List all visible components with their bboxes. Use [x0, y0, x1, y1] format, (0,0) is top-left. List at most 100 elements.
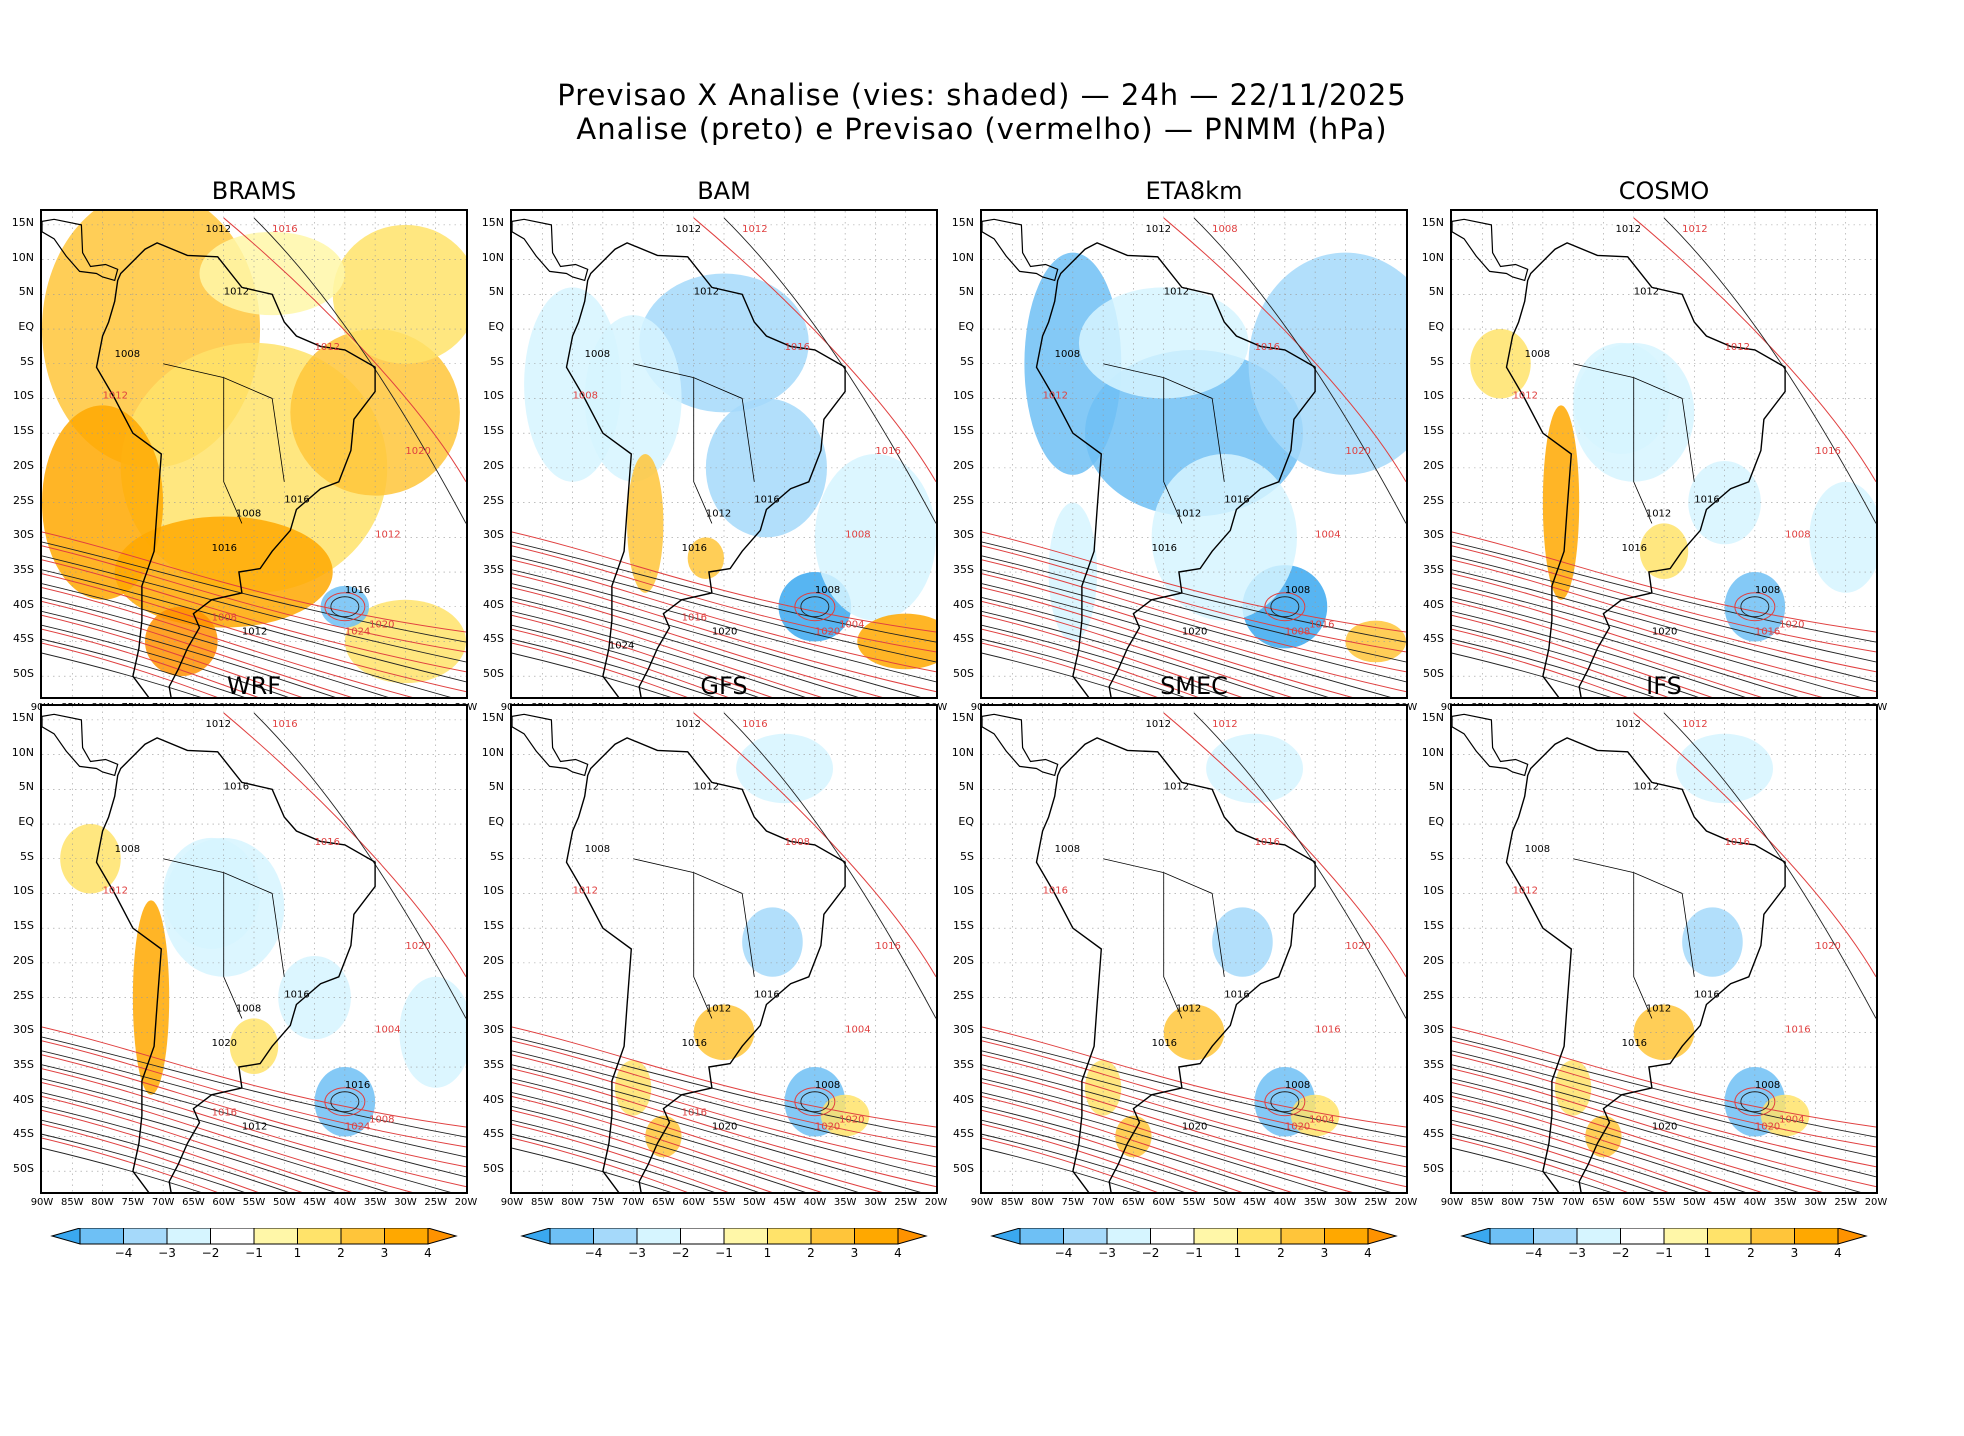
colorbar-label: −1: [1655, 1246, 1673, 1260]
isobar-label-forecast: 1016: [1315, 1024, 1340, 1035]
lat-tick-label: 40S: [483, 597, 504, 611]
map-frame: 1012 1008 1012 1016 1016 1020 1012 1008 1016 1012…: [510, 704, 938, 1194]
colorbar-label: 4: [1364, 1246, 1372, 1260]
map-frame: 1012 1008 1016 1016 1020 1012 1008 1016 1016 1012…: [40, 704, 468, 1194]
isobar-label-forecast: 1012: [315, 342, 340, 353]
isobar-label-analysis: 1016: [1224, 495, 1249, 506]
colorbar-label: −1: [245, 1246, 263, 1260]
lat-tick-label: EQ: [18, 320, 34, 334]
lat-tick-label: 10S: [1423, 389, 1444, 403]
lat-tick-label: 35S: [1423, 563, 1444, 577]
isobar-label-analysis: 1016: [1622, 543, 1647, 554]
lat-tick-label: 40S: [953, 597, 974, 611]
lat-tick-label: 45S: [1423, 632, 1444, 646]
isobar-label-forecast: 1016: [315, 837, 340, 848]
isobar-label-forecast: 1016: [272, 719, 297, 730]
coastline: [982, 713, 1316, 1192]
lat-tick-label: 30S: [483, 528, 504, 542]
bias-blob: [687, 537, 724, 579]
lon-tick-label: 20W: [454, 1197, 478, 1208]
isobar-label-forecast: 1016: [1309, 620, 1334, 631]
panel-title: ETA8km: [1145, 177, 1243, 205]
isobar-label-analysis: 1008: [115, 844, 140, 855]
isobar-label-analysis: 1016: [284, 990, 309, 1001]
isobar-labels: 1012 1008 1012 1016 1016 1020 1012 1008 1024 1012…: [573, 224, 901, 652]
colorbar-swatch: [1106, 1228, 1151, 1245]
panel-ifs: IFS 1012 1008 1012 1016 1016 1020 1012 1008 1012 1…: [1410, 672, 1888, 1280]
colorbar-label: −3: [1098, 1246, 1116, 1260]
isobar-label-forecast: 1020: [815, 627, 840, 638]
isobar-label-forecast: 1008: [573, 390, 598, 401]
lat-tick-label: 25S: [13, 493, 34, 507]
panel-title: IFS: [1646, 672, 1682, 700]
colorbar-swatch: [79, 1228, 124, 1245]
colorbar-swatch: [854, 1228, 899, 1245]
colorbar-swatch: [767, 1228, 812, 1245]
colorbar-swatch: [1150, 1228, 1195, 1245]
bias-blob: [524, 287, 622, 482]
colorbar-swatch: [1707, 1228, 1752, 1245]
bias-blob: [1248, 252, 1406, 475]
lat-tick-label: 10N: [11, 745, 34, 759]
map-frame: 1012 1008 1012 1016 1016 1020 1012 1008 1008 1012…: [980, 209, 1408, 699]
colorbar-swatch: [1324, 1228, 1369, 1245]
colorbar-label: −1: [1185, 1246, 1203, 1260]
isobar-label-forecast: 1016: [1815, 446, 1840, 457]
lat-tick-label: 15N: [951, 215, 974, 229]
isobar-label-forecast: 1012: [1682, 224, 1707, 235]
lat-tick-label: 5S: [1430, 354, 1444, 368]
isobar-label-analysis: 1016: [1224, 990, 1249, 1001]
lon-tick-label: 55W: [242, 1197, 266, 1208]
lat-tick-label: 20S: [953, 953, 974, 967]
isobar-label-forecast: 1024: [345, 627, 370, 638]
lon-tick-label: 80W: [1031, 1197, 1054, 1208]
lat-tick-label: 10N: [951, 250, 974, 264]
lon-tick-label: 60W: [1622, 1197, 1646, 1208]
bias-blob: [1554, 1060, 1592, 1116]
isobar-label-forecast: 1012: [573, 885, 598, 896]
bias-blob: [693, 1004, 755, 1061]
lat-tick-label: 15N: [11, 215, 34, 229]
colorbar: −4 −3 −2 −1 1 2 3 4: [40, 1228, 468, 1268]
lon-tick-label: 85W: [1000, 1197, 1024, 1208]
bias-blob: [1290, 1094, 1340, 1137]
panel-title: SMEC: [1160, 672, 1228, 700]
bias-blob: [1163, 1004, 1225, 1061]
bias-blob: [229, 1018, 279, 1074]
panel-brams: BRAMS 1012 1008 1012 1016 1016 1012 1008 1016 101…: [0, 177, 478, 785]
bias-shading: [42, 211, 466, 684]
colorbar-label: −2: [1141, 1246, 1160, 1260]
lon-tick-label: 25W: [894, 1197, 918, 1208]
lat-tick-label: 35S: [1423, 1058, 1444, 1072]
lat-tick-label: 15N: [481, 215, 504, 229]
grid-lines: [1452, 211, 1876, 697]
lon-tick-label: 65W: [1122, 1197, 1145, 1208]
lat-tick-label: 5N: [488, 285, 504, 299]
isobars: [982, 712, 1406, 1192]
colorbar-label: −2: [201, 1246, 220, 1260]
lat-tick-label: 10S: [483, 884, 504, 898]
lon-tick-label: 65W: [652, 1197, 675, 1208]
bias-blob: [290, 329, 460, 496]
isobar-label-forecast: 1008: [1212, 224, 1237, 235]
isobar-label-forecast: 1012: [1043, 390, 1068, 401]
lon-tick-label: 60W: [1152, 1197, 1176, 1208]
lon-tick-label: 20W: [924, 1197, 948, 1208]
panel-eta8km: ETA8km 1012 1008 1012 1016 1016 1020 1012 1008 10…: [940, 177, 1418, 785]
lon-tick-label: 70W: [1561, 1197, 1585, 1208]
colorbar-swatch: [297, 1228, 342, 1245]
lat-tick-label: EQ: [958, 320, 974, 334]
isobar-label-analysis: 1024: [609, 640, 634, 651]
colorbar-label: 1: [1703, 1246, 1712, 1260]
lat-tick-label: 5N: [958, 780, 974, 794]
isobar-label-forecast: 1008: [785, 837, 810, 848]
colorbar-swatch: [723, 1228, 768, 1245]
lat-tick-label: 15S: [1423, 919, 1444, 933]
colorbar-swatch: [123, 1228, 168, 1245]
isobar-label-analysis: 1020: [1182, 627, 1207, 638]
lat-tick-label: 15S: [1423, 424, 1444, 438]
lon-tick-label: 45W: [303, 1197, 326, 1208]
lat-tick-label: 15S: [483, 919, 504, 933]
isobar-label-analysis: 1020: [712, 1122, 737, 1133]
isobar-label-forecast: 1008: [1785, 529, 1810, 540]
